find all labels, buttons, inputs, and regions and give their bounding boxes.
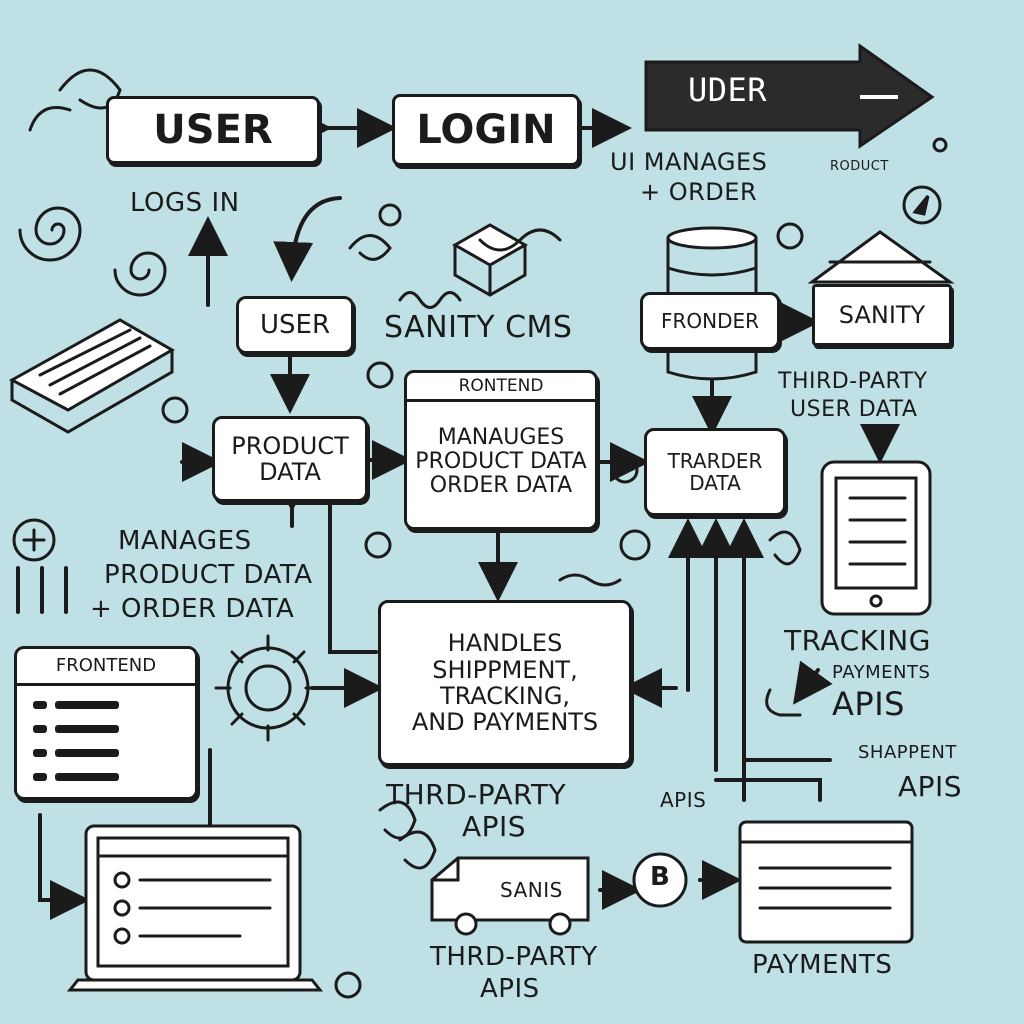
payment-window-icon bbox=[738, 820, 914, 944]
frontend-window[interactable]: RONTEND MANAUGES PRODUCT DATA ORDER DATA bbox=[404, 370, 598, 530]
laptop-icon bbox=[66, 824, 324, 992]
arrow-login-to-user bbox=[273, 196, 342, 282]
product-data-node[interactable]: PRODUCT DATA bbox=[212, 416, 368, 502]
manages-caption-2: PRODUCT DATA bbox=[104, 560, 313, 590]
spiral-icon bbox=[18, 206, 82, 262]
tablet-icon bbox=[820, 460, 932, 616]
product-small-caption: RODUCT bbox=[830, 159, 889, 174]
van-label: SANIS bbox=[500, 878, 563, 902]
dot-icon-2 bbox=[161, 396, 189, 424]
user-node-label: USER bbox=[259, 309, 331, 340]
gear-icon bbox=[214, 634, 322, 742]
trarder-data-node[interactable]: TRARDER DATA bbox=[644, 428, 786, 516]
compass-icon bbox=[902, 185, 942, 225]
third-party-mid-1: THRD-PARTY bbox=[386, 778, 567, 811]
arrow-tracking bbox=[792, 660, 833, 705]
frontend-line3: ORDER DATA bbox=[429, 473, 573, 499]
fronder-node[interactable]: FRONDER bbox=[640, 292, 780, 350]
squiggle-icon-2 bbox=[478, 228, 562, 252]
squiggle-icon bbox=[398, 291, 462, 309]
list-icon bbox=[33, 701, 119, 781]
left-frontend-title: FRONTEND bbox=[17, 649, 195, 686]
handles-line1: HANDLES bbox=[447, 629, 563, 658]
swirl-icon-5 bbox=[398, 830, 437, 870]
user-node[interactable]: USER bbox=[236, 296, 354, 354]
compass-needle bbox=[912, 195, 930, 216]
star-icon-right bbox=[932, 137, 948, 153]
third-party-bottom-1: THRD-PARTY bbox=[430, 942, 598, 972]
squiggle-icon-3 bbox=[558, 573, 622, 587]
building-icon bbox=[807, 230, 955, 284]
swirl-icon-2 bbox=[28, 106, 72, 132]
swirl-icon bbox=[58, 68, 122, 110]
third-party-user-caption-1: THIRD-PARTY bbox=[778, 369, 928, 394]
handles-line3: TRACKING, bbox=[439, 682, 571, 710]
circle-icon-right bbox=[611, 456, 639, 484]
frontend-line2: PRODUCT DATA bbox=[415, 448, 587, 474]
small-gear-icon bbox=[364, 531, 392, 559]
shappent-caption: SHAPPENT bbox=[858, 742, 957, 763]
dot-icon bbox=[366, 361, 394, 389]
tracking-caption: TRACKING bbox=[784, 624, 931, 657]
user-box-label: USER bbox=[153, 107, 273, 153]
circle-icon-right-2 bbox=[619, 529, 651, 561]
swirl-icon-3 bbox=[348, 234, 392, 261]
frontend-line1: MANAUGES bbox=[437, 424, 565, 450]
product-data-line2: DATA bbox=[259, 458, 321, 486]
banner-arrow bbox=[644, 43, 935, 149]
doodle-group bbox=[8, 68, 955, 999]
target-icon bbox=[378, 203, 402, 227]
swirl-icon-right bbox=[768, 530, 802, 566]
coin-letter: B bbox=[650, 862, 671, 892]
swirl-icon-4 bbox=[378, 800, 417, 840]
trarder-line1: TRARDER bbox=[667, 449, 763, 473]
plus-circle-icon bbox=[12, 518, 56, 562]
server-rack-icon bbox=[8, 318, 176, 434]
apis-caption: APIS bbox=[832, 685, 905, 723]
third-party-bottom-2: APIS bbox=[480, 974, 540, 1004]
plus-sign bbox=[22, 528, 46, 552]
package-icon bbox=[451, 223, 529, 297]
fronder-label: FRONDER bbox=[660, 309, 760, 333]
apis-small-caption: APIS bbox=[660, 788, 707, 812]
link-icon bbox=[765, 688, 802, 717]
payments-caption: PAYMENTS bbox=[752, 950, 893, 980]
order-caption: + ORDER bbox=[640, 178, 758, 206]
spiral-icon-2 bbox=[113, 251, 167, 297]
sanity-cms-caption: SANITY CMS bbox=[384, 310, 573, 345]
sanity-node[interactable]: SANITY bbox=[812, 284, 952, 346]
sanity-label: SANITY bbox=[838, 300, 926, 329]
line-product-handles bbox=[328, 488, 378, 654]
user-box[interactable]: USER bbox=[106, 96, 320, 164]
login-box-label: LOGIN bbox=[416, 107, 556, 153]
star-doodle-icon bbox=[334, 971, 362, 999]
shappent-apis-caption: APIS bbox=[898, 770, 963, 803]
handles-line2: SHIPPMENT, bbox=[432, 655, 578, 684]
login-box[interactable]: LOGIN bbox=[392, 94, 580, 166]
product-data-line1: PRODUCT bbox=[231, 431, 349, 460]
coin-icon bbox=[632, 852, 688, 908]
line-left-vertical bbox=[38, 813, 90, 920]
logs-in-caption: LOGS IN bbox=[130, 188, 240, 218]
handles-node[interactable]: HANDLES SHIPPMENT, TRACKING, AND PAYMENT… bbox=[378, 600, 632, 766]
payments-caption-small: PAYMENTS bbox=[832, 662, 931, 683]
third-party-mid-2: APIS bbox=[462, 810, 527, 843]
frontend-title-label: RONTEND bbox=[458, 375, 544, 396]
banner-label: UDER bbox=[688, 71, 768, 109]
ui-manages-caption: UI MANAGES bbox=[610, 148, 768, 176]
circle-small-icon bbox=[776, 222, 804, 250]
manages-caption-1: MANAGES bbox=[118, 526, 252, 556]
line-to-shappent bbox=[714, 778, 822, 802]
left-frontend-window[interactable]: FRONTEND bbox=[14, 646, 198, 800]
handles-line4: AND PAYMENTS bbox=[411, 708, 599, 737]
left-frontend-title-label: FRONTEND bbox=[55, 655, 157, 677]
frontend-window-title: RONTEND bbox=[407, 373, 595, 402]
trarder-line2: DATA bbox=[689, 471, 741, 495]
manages-caption-3: + ORDER DATA bbox=[90, 594, 295, 624]
third-party-user-caption-2: USER DATA bbox=[790, 397, 918, 422]
van-icon bbox=[430, 856, 590, 936]
